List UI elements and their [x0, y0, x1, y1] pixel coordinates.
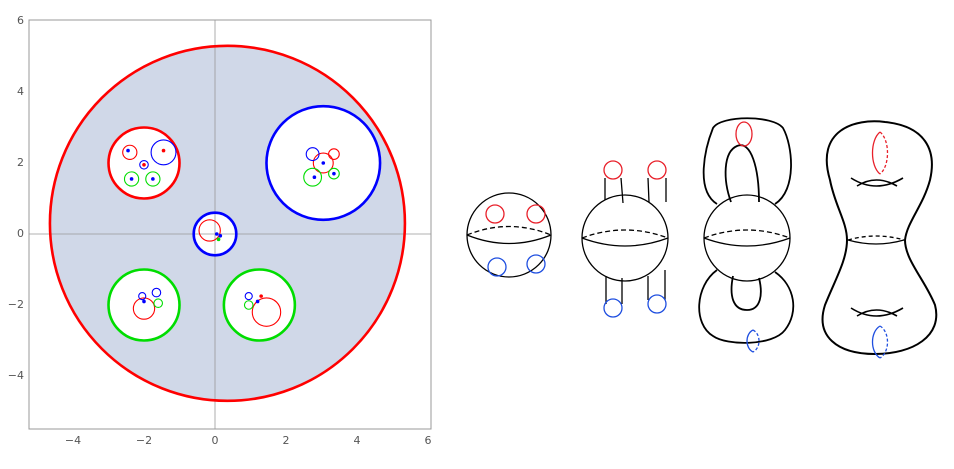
- lower-cycle-blue: [746, 329, 754, 353]
- sphere-outline: [581, 194, 669, 282]
- sphere-outline: [703, 194, 791, 282]
- x-tick-label: 2: [283, 434, 290, 447]
- lower-cycle-blue: [871, 325, 881, 359]
- points-layer: [126, 148, 336, 304]
- tube-end-blue: [603, 298, 623, 318]
- packing-circle: [132, 297, 156, 320]
- limit-point: [216, 237, 221, 242]
- equator-front: [703, 237, 791, 247]
- y-tick-label: 6: [17, 14, 24, 27]
- packing-circle: [198, 219, 221, 242]
- axes-layer: [29, 20, 431, 429]
- limit-point: [142, 162, 146, 167]
- sphere-with-tubes: [581, 160, 669, 318]
- lower-hole-upper-lip: [856, 309, 898, 317]
- upper-tubes: [604, 177, 667, 204]
- disk-fill-layer: [49, 45, 405, 401]
- topology-illustrations: [466, 117, 938, 359]
- packing-circle: [138, 292, 147, 301]
- packing-circle: [312, 152, 334, 174]
- packing-circle: [150, 139, 177, 166]
- packing-circle: [303, 167, 323, 187]
- limit-point: [259, 294, 263, 298]
- lower-handle-outer: [698, 269, 795, 344]
- lower-cycle-blue-back: [752, 329, 760, 353]
- plot-frame: [28, 19, 432, 430]
- outer-boundary-circle: [48, 44, 407, 403]
- packing-circle: [244, 292, 253, 301]
- limit-point: [214, 232, 219, 236]
- inner-disk-hole: [108, 269, 180, 341]
- packing-circle: [265, 104, 382, 222]
- tube-end-blue: [647, 294, 667, 314]
- limit-point: [142, 299, 146, 304]
- inner-disk-hole: [223, 269, 295, 341]
- equator-back: [466, 225, 552, 236]
- limit-point: [161, 148, 166, 153]
- limit-point: [129, 177, 134, 181]
- boundary-circle-blue: [526, 254, 546, 274]
- packing-circle: [328, 148, 340, 161]
- x-tick-label: 6: [425, 434, 432, 447]
- equator-back: [581, 229, 669, 239]
- limit-point: [218, 233, 223, 238]
- limit-point: [312, 175, 317, 179]
- packing-circle: [107, 268, 181, 342]
- limit-point: [321, 161, 326, 165]
- y-tick-label: −4: [8, 369, 24, 382]
- circle-packing-plot: −4 −2 0 2 4 6 6 4 2 0 −2 −4: [8, 14, 432, 447]
- limit-point: [126, 148, 130, 153]
- equator-front: [847, 239, 905, 245]
- limit-point: [332, 171, 336, 176]
- y-tick-label: 4: [17, 85, 24, 98]
- packing-circle: [222, 268, 297, 342]
- surface-outline: [821, 120, 938, 356]
- packing-circle: [251, 297, 282, 327]
- upper-cycle-red-back: [879, 131, 889, 175]
- upper-cycle-red: [871, 131, 881, 175]
- tube-end-red: [603, 160, 623, 180]
- y-tick-label: −2: [8, 298, 24, 311]
- equator-front: [466, 234, 552, 245]
- upper-cycle-red: [735, 121, 753, 147]
- genus-surface-with-handles: [698, 117, 795, 353]
- limit-point: [255, 299, 260, 304]
- packing-circle: [153, 298, 164, 309]
- boundary-circle-blue: [487, 257, 507, 277]
- packing-circle: [139, 159, 149, 170]
- lower-cycle-blue-back: [879, 325, 889, 359]
- packing-circle: [123, 171, 140, 187]
- packing-circle: [151, 287, 162, 298]
- y-tick-label: 2: [17, 156, 24, 169]
- upper-hole-upper-lip: [856, 179, 898, 187]
- packing-circle: [145, 171, 161, 187]
- lower-handle-inner: [730, 275, 762, 311]
- boundary-circle-red: [485, 204, 505, 224]
- equator-back: [847, 235, 905, 241]
- x-tick-label: −4: [65, 434, 81, 447]
- packing-circle: [122, 144, 138, 160]
- y-tick-label: 0: [17, 227, 24, 240]
- circles-layer: [48, 44, 407, 403]
- x-tick-label: 0: [212, 434, 219, 447]
- packing-circle: [328, 167, 340, 180]
- smoothed-surface: [821, 120, 938, 359]
- limit-point: [151, 177, 155, 181]
- equator-back: [703, 229, 791, 239]
- upper-handle-outer: [702, 117, 792, 205]
- sphere-with-boundary-circles: [466, 192, 552, 278]
- x-tick-label: 4: [354, 434, 361, 447]
- tube-end-red: [647, 160, 667, 180]
- equator-front: [581, 237, 669, 247]
- packing-circle: [243, 300, 254, 310]
- packing-circle: [192, 211, 238, 257]
- packing-circle: [107, 126, 181, 200]
- packing-circle: [305, 147, 320, 162]
- boundary-circle-red: [526, 204, 546, 224]
- upper-handle-inner: [724, 144, 760, 203]
- lower-tubes: [605, 270, 666, 304]
- x-tick-label: −2: [136, 434, 152, 447]
- upper-hole-lower-lip: [850, 177, 904, 187]
- lower-hole-lower-lip: [850, 307, 904, 317]
